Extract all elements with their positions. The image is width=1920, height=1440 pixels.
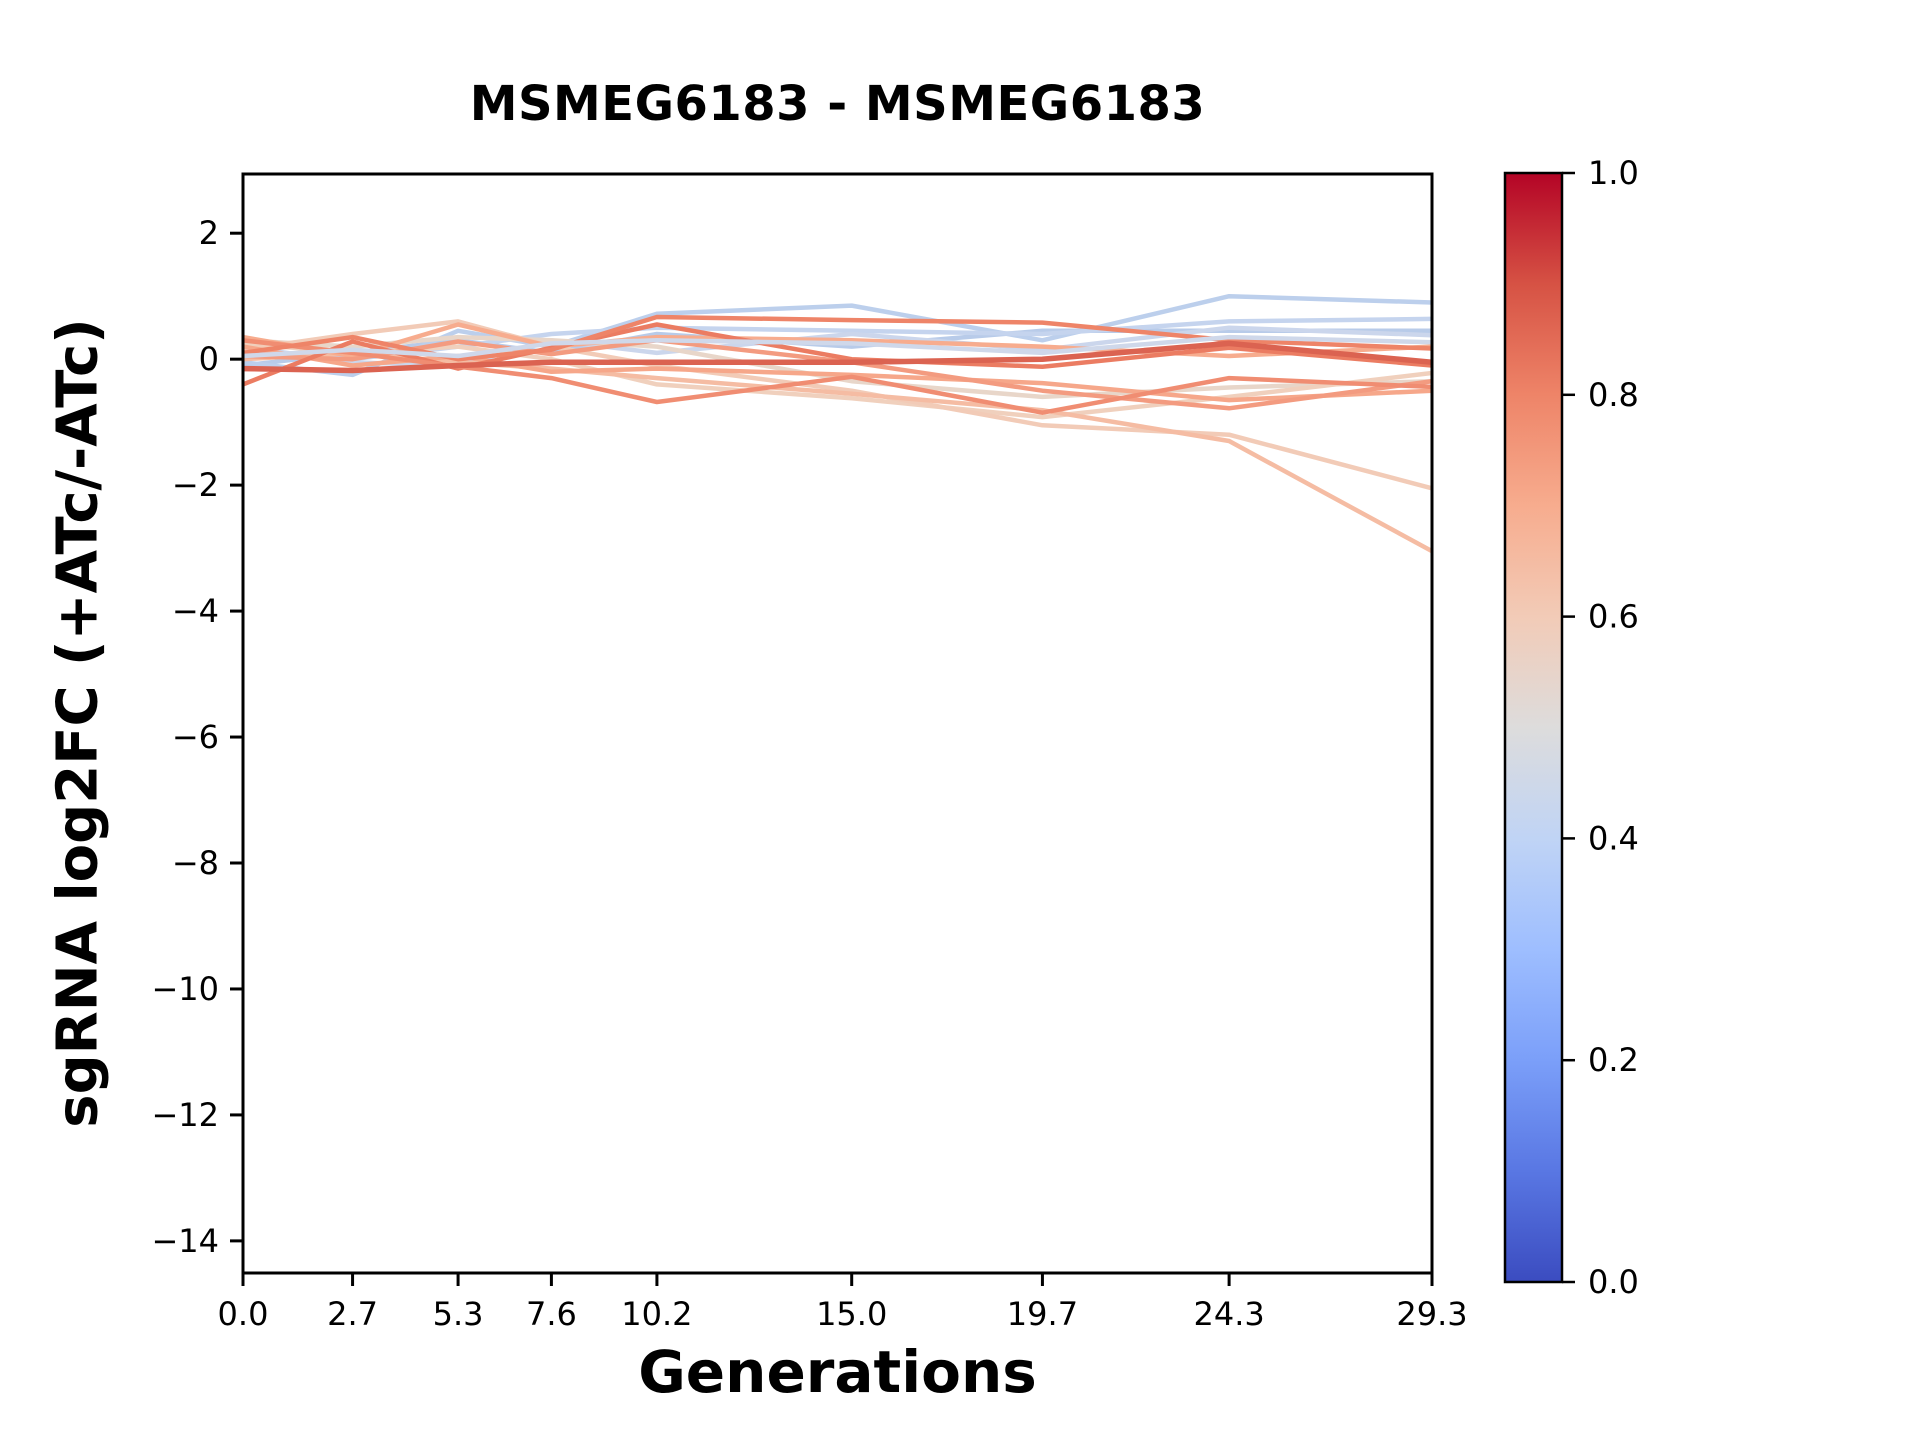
x-tick-label: 0.0 — [218, 1295, 269, 1333]
plot-frame — [241, 172, 1434, 1275]
x-tick-label: 2.7 — [327, 1295, 378, 1333]
x-tick-label: 24.3 — [1193, 1295, 1264, 1333]
series-line-8 — [243, 350, 1432, 554]
colorbar-tick-label: 0.6 — [1588, 598, 1639, 636]
colorbar-tick-label: 0.0 — [1588, 1263, 1639, 1301]
y-tick-label: −2 — [172, 466, 219, 504]
x-tick-label: 15.0 — [816, 1295, 887, 1333]
y-tick-label: 2 — [199, 214, 219, 252]
series-group — [243, 293, 1432, 554]
y-tick-label: −10 — [151, 970, 219, 1008]
y-tick-label: −4 — [172, 592, 219, 630]
x-tick-label: 10.2 — [621, 1295, 692, 1333]
colorbar — [1503, 171, 1564, 1284]
colorbar-tick-label: 0.4 — [1588, 819, 1639, 857]
colorbar-tick-label: 1.0 — [1588, 154, 1639, 192]
y-tick-label: 0 — [199, 340, 219, 378]
y-tick-label: −8 — [172, 844, 219, 882]
y-tick-label: −6 — [172, 718, 219, 756]
x-axis-label: Generations — [638, 1338, 1037, 1406]
series-line-10 — [243, 344, 1432, 403]
y-tick-label: −12 — [151, 1096, 219, 1134]
x-tick-label: 5.3 — [433, 1295, 484, 1333]
x-tick-label: 7.6 — [526, 1295, 577, 1333]
y-tick-label: −14 — [151, 1222, 219, 1260]
x-tick-label: 29.3 — [1396, 1295, 1467, 1333]
colorbar-tick-label: 0.2 — [1588, 1041, 1639, 1079]
series-line-13 — [243, 338, 1432, 415]
x-tick-label: 19.7 — [1007, 1295, 1078, 1333]
series-line-16 — [243, 340, 1432, 374]
colorbar-tick-label: 0.8 — [1588, 376, 1639, 414]
series-line-15 — [243, 334, 1432, 359]
series-line-14 — [243, 314, 1432, 362]
chart-title: MSMEG6183 - MSMEG6183 — [469, 76, 1206, 132]
